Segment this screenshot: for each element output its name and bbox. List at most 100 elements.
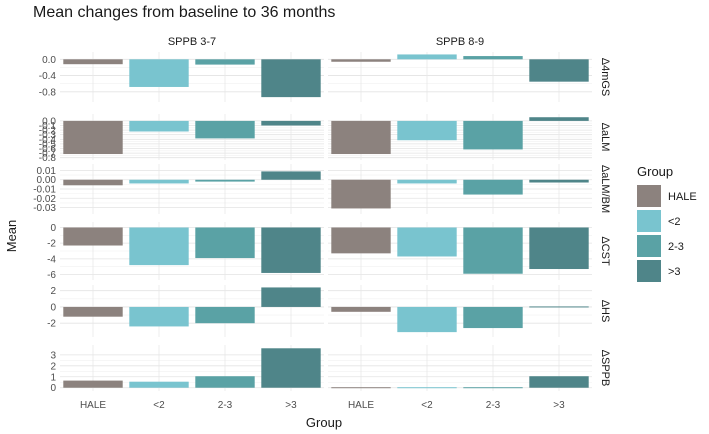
y-tick-label: -6 [47,270,56,281]
y-tick-label: 0.00 [37,175,57,186]
facet-panel [328,164,592,214]
y-tick-label: 0 [50,223,56,234]
legend-swatch [637,210,661,232]
y-tick-label: 3 [50,350,56,361]
legend-swatch [637,260,661,282]
x-tick-label: <2 [153,400,165,411]
bar [529,179,589,183]
y-tick-label: -4 [47,254,56,265]
y-tick-label: -0.1 [39,121,57,132]
plot-area: SPPB 3-7 SPPB 8-90.0-0.4-0.8 Δ4mGS0.0-0.1-… [33,33,611,411]
column-strip [328,33,592,49]
bar [529,376,589,388]
legend: Group HALE <2 2-3 >3 [637,164,697,282]
bar [195,59,255,65]
bar [331,179,391,209]
bar [463,387,523,389]
y-tick-label: 0 [50,302,56,313]
bar [63,179,123,186]
facet-panel [60,345,324,391]
row-strip-label: ΔCST [599,236,611,266]
column-strip-label: SPPB 3-7 [168,36,216,48]
bar [63,227,123,246]
x-tick-label: <2 [421,400,433,411]
bar [463,306,523,329]
y-tick-label: -0.8 [39,87,57,98]
legend-swatch [637,185,661,207]
bar [331,227,391,254]
bar [463,56,523,60]
facet-panel [60,222,324,280]
bar [463,120,523,150]
y-tick-label: -0.7 [39,149,57,160]
legend-title: Group [637,164,673,179]
bar [261,59,321,98]
bar [63,59,123,65]
y-tick-label: -0.01 [33,185,56,196]
bar [195,227,255,259]
facet-panel [328,222,592,280]
row-strip-label: ΔHS [599,300,611,323]
y-tick-label: 2 [50,361,56,372]
facet-panel [328,345,592,391]
facet-panel [328,52,592,102]
row-strip-label: ΔSPPB [599,350,611,387]
y-tick-label: -2 [47,319,56,330]
y-tick-label: -2 [47,239,56,250]
bar [463,179,523,195]
bar [195,120,255,139]
y-tick-label: 1 [50,372,56,383]
y-tick-label: -0.8 [39,153,57,164]
bar [195,306,255,324]
legend-label: <2 [668,216,681,228]
bar [261,171,321,180]
bar [63,380,123,388]
x-tick-label: 2-3 [486,400,501,411]
x-tick-label: >3 [285,400,297,411]
facet-panel [60,114,324,160]
row-strip-label: Δ4mGS [599,58,611,97]
facet-panel [60,52,324,102]
bar [529,306,589,308]
x-tick-label: >3 [553,400,565,411]
y-tick-label: -0.2 [39,126,57,137]
bar [529,59,589,82]
row-strip-label: ΔaLM [599,123,611,152]
y-tick-label: 2 [50,286,56,297]
y-tick-label: 0 [50,383,56,394]
y-tick-label: -0.6 [39,144,57,155]
bar [397,54,457,60]
y-axis-label: Mean [4,220,19,253]
bar [331,306,391,312]
bar [331,120,391,155]
bar [261,227,321,273]
y-tick-label: 0.0 [42,116,56,127]
y-tick-label: -0.4 [39,71,57,82]
x-tick-label: HALE [348,400,374,411]
y-tick-label: -0.3 [39,130,57,141]
bar [463,227,523,274]
y-tick-label: -0.02 [33,194,56,205]
bar [397,120,457,141]
y-tick-label: 0.0 [42,55,56,66]
bar [63,306,123,317]
bar [261,287,321,307]
bar [397,179,457,184]
bar [261,348,321,388]
bar [331,387,391,389]
legend-label: 2-3 [668,241,684,253]
bar [129,59,189,87]
bar [129,381,189,388]
bar [129,120,189,132]
bar [129,227,189,266]
facet-panel [60,164,324,214]
bar [397,227,457,257]
y-tick-label: -0.4 [39,135,57,146]
column-strip-label: SPPB 8-9 [436,36,484,48]
facet-panel [60,285,324,337]
row-strip-label: ΔaLM/BM [599,165,611,213]
x-tick-label: HALE [80,400,106,411]
bar [529,227,589,270]
facet-panel [328,285,592,337]
